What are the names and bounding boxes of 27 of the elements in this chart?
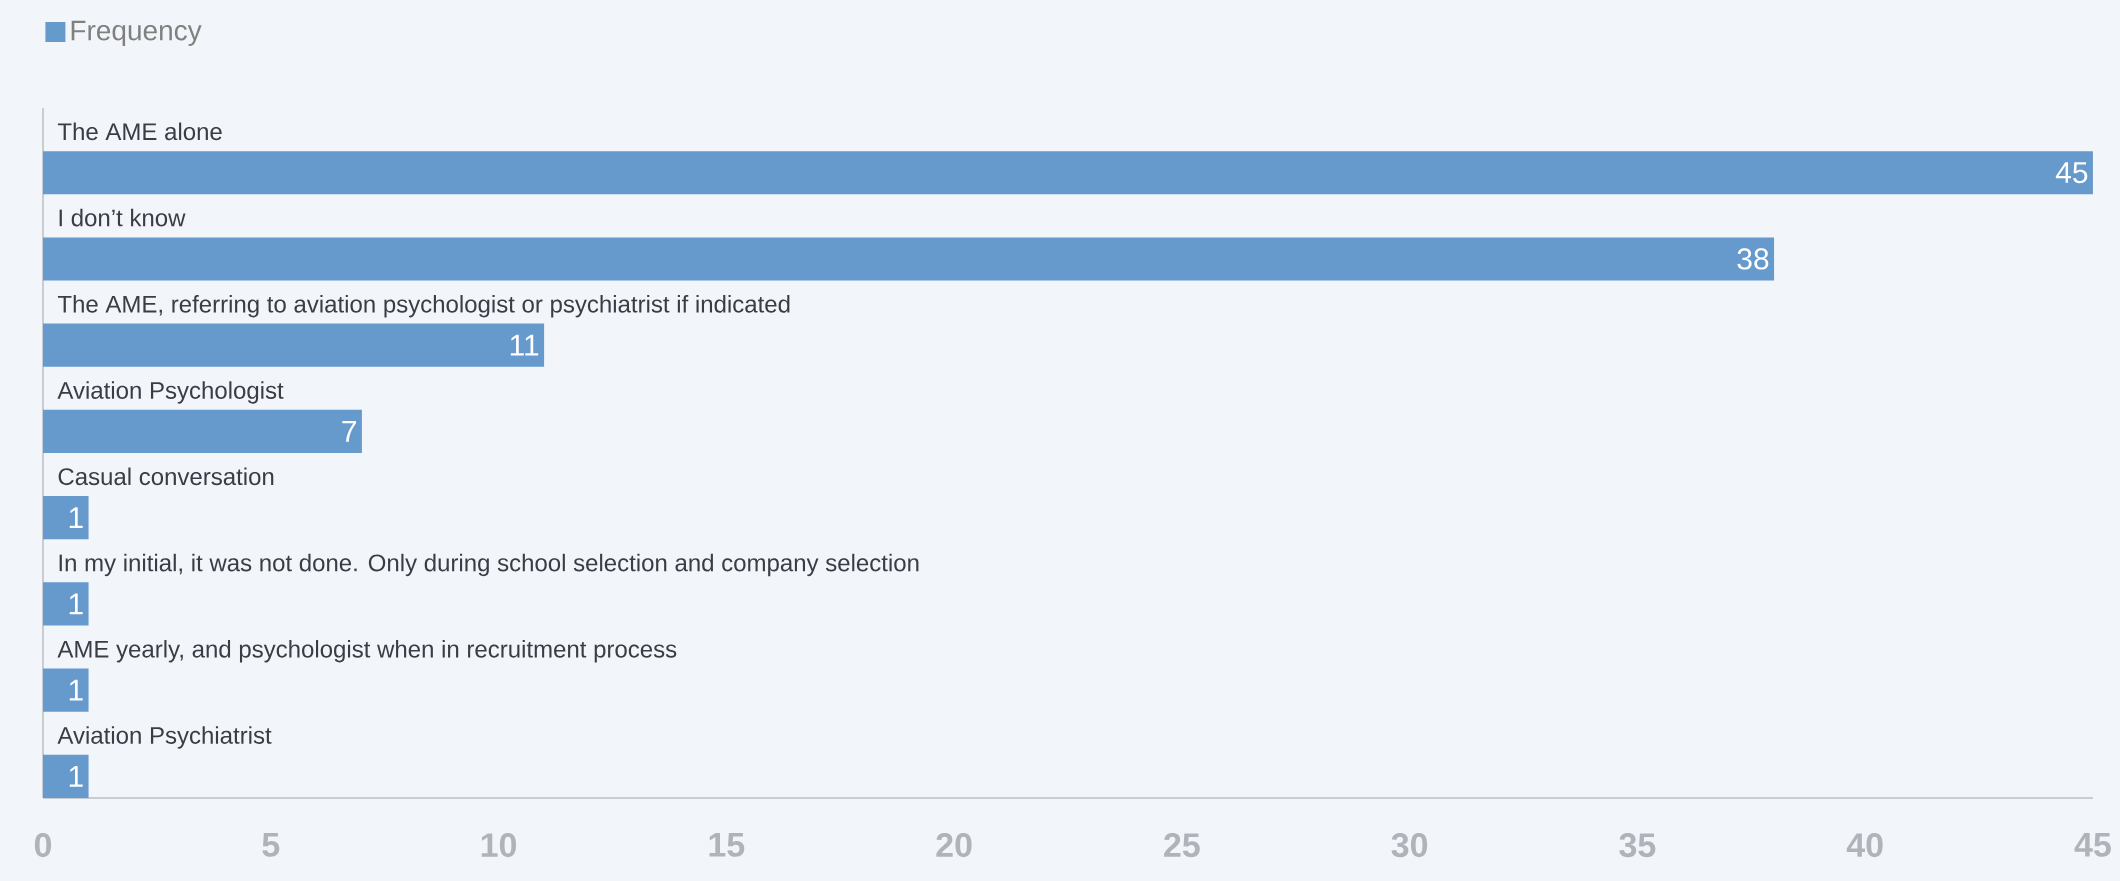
x-tick-label: 45 — [2074, 833, 2111, 857]
data-label: 38 — [1737, 248, 1769, 270]
x-tick-label: 15 — [709, 833, 745, 857]
legend-label: Frequency — [71, 20, 202, 46]
data-label: 1 — [69, 766, 83, 787]
y-tick-label: Aviation Psychiatrist — [57, 726, 272, 749]
x-tick-label: 0 — [34, 833, 52, 858]
y-tick-label: In my initial, it was not done. Only during school selection and company selection — [59, 553, 919, 577]
y-tick-label: The AME, referring to aviation psychologist or psychiatrist if indicated — [57, 295, 790, 318]
y-tick-label: Casual conversation — [58, 467, 274, 486]
data-label: 1 — [69, 593, 83, 615]
y-tick-label: AME yearly, and psychologist when in recruitment process — [57, 640, 677, 663]
x-tick-label: 20 — [936, 833, 972, 858]
x-tick-label: 25 — [1164, 833, 1200, 858]
data-label: 11 — [510, 334, 539, 356]
x-tick-label: 35 — [1619, 833, 1656, 858]
x-tick-label: 10 — [481, 833, 517, 858]
data-label: 7 — [342, 421, 356, 442]
y-tick-label: The AME alone — [57, 122, 222, 141]
data-label: 1 — [69, 679, 83, 701]
data-label: 45 — [2055, 162, 2088, 184]
data-label: 1 — [69, 507, 83, 528]
y-tick-label: I don’t know — [59, 208, 186, 227]
y-tick-label: Aviation Psychologist — [57, 381, 284, 404]
x-tick-label: 40 — [1846, 833, 1883, 858]
x-tick-label: 5 — [262, 833, 280, 857]
x-tick-label: 30 — [1391, 833, 1428, 858]
